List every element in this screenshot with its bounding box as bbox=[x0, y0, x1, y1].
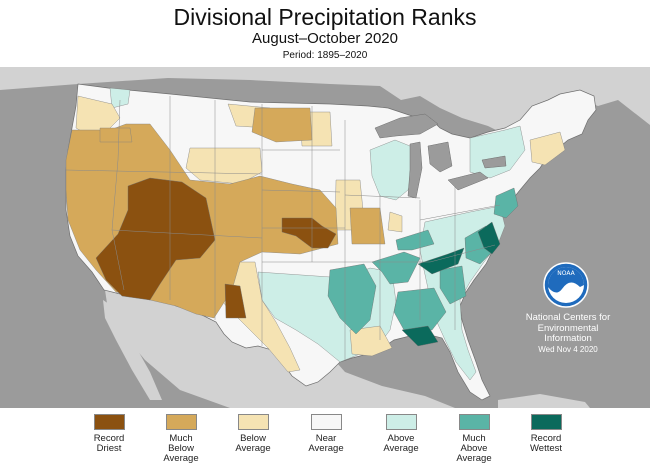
legend-above: Above Average bbox=[366, 414, 436, 454]
lake-erie bbox=[447, 171, 489, 191]
map-title: Divisional Precipitation Ranks bbox=[173, 4, 477, 30]
map-subtitle: August–October 2020 bbox=[252, 30, 398, 47]
legend-label-line: Record bbox=[93, 433, 125, 444]
legend-label-line: Above bbox=[460, 443, 488, 454]
noaa-logo-text: NOAA bbox=[557, 270, 575, 277]
legend-label-line: Average bbox=[163, 453, 199, 464]
credit-line-1: National Centers for bbox=[525, 312, 611, 323]
great-lakes bbox=[374, 113, 507, 199]
credit-line-2: Environmental bbox=[537, 322, 599, 334]
cuba-landmass bbox=[498, 394, 590, 408]
legend-label-line: Average bbox=[383, 443, 419, 454]
legend-label-line: Above bbox=[387, 433, 415, 444]
legend-much-below: Much Below Average bbox=[146, 414, 216, 464]
legend-label-line: Driest bbox=[96, 443, 122, 454]
legend-label-line: Much bbox=[169, 433, 193, 444]
legend-swatch bbox=[310, 414, 342, 430]
legend-below: Below Average bbox=[218, 414, 288, 454]
legend-label-line: Average bbox=[456, 453, 492, 464]
legend-much-above: Much Above Average bbox=[439, 414, 509, 464]
noaa-logo-icon: NOAA bbox=[543, 262, 589, 308]
credit-line-3: Information bbox=[544, 333, 592, 344]
legend-label-line: Average bbox=[235, 443, 271, 454]
legend-label-line: Wettest bbox=[529, 443, 563, 454]
record-driest-areas bbox=[95, 177, 337, 319]
legend-swatch bbox=[385, 414, 417, 430]
lake-huron bbox=[427, 141, 453, 173]
legend-swatch bbox=[165, 414, 197, 430]
legend-swatch bbox=[458, 414, 490, 430]
lake-superior bbox=[374, 113, 439, 139]
legend-label-line: Record bbox=[530, 433, 562, 444]
legend-swatch bbox=[237, 414, 269, 430]
legend-label-line: Average bbox=[308, 443, 344, 454]
canada-landmass bbox=[0, 67, 650, 136]
legend-near: Near Average bbox=[291, 414, 361, 454]
legend-record-driest: Record Driest bbox=[74, 414, 144, 454]
lake-ontario bbox=[481, 155, 507, 169]
legend-swatch bbox=[530, 414, 562, 430]
legend-record-wettest: Record Wettest bbox=[511, 414, 581, 454]
credit-date: Wed Nov 4 2020 bbox=[538, 344, 598, 354]
legend-label-line: Below bbox=[240, 433, 266, 444]
baja-landmass bbox=[103, 300, 162, 400]
legend-label-line: Near bbox=[315, 433, 337, 444]
legend-label-line: Below bbox=[168, 443, 194, 454]
legend-label-line: Much bbox=[462, 433, 486, 444]
precipitation-map: NOAA bbox=[0, 67, 650, 408]
record-wettest-areas bbox=[401, 221, 501, 347]
credit-block: National Centers for Environmental Infor… bbox=[515, 312, 621, 355]
legend: Record Driest Much Below Average Below A… bbox=[0, 414, 650, 475]
map-period: Period: 1895–2020 bbox=[282, 50, 368, 61]
state-boundaries bbox=[65, 96, 501, 360]
legend-swatch bbox=[93, 414, 125, 430]
